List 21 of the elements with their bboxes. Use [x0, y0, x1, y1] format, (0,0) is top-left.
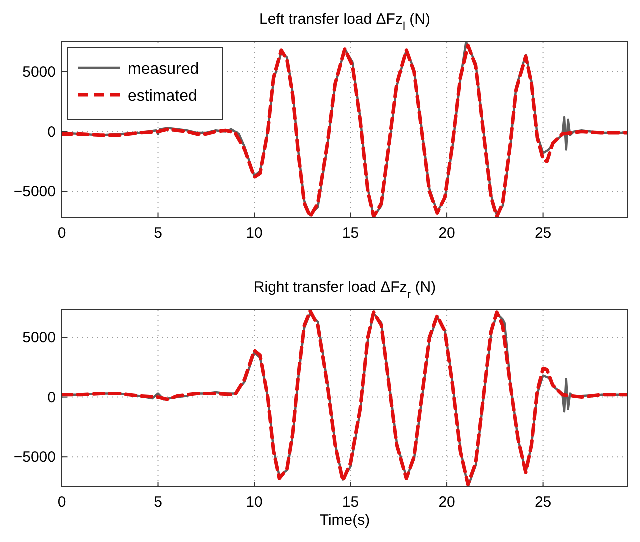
- x-axis-title: Time(s): [320, 512, 370, 529]
- x-tick-label: 25: [534, 494, 552, 511]
- legend-label: estimated: [128, 88, 198, 105]
- x-tick-label: 20: [438, 494, 456, 511]
- y-tick-label: 0: [48, 389, 56, 406]
- legend-label: measured: [128, 61, 200, 78]
- x-tick-label: 10: [246, 225, 263, 242]
- x-tick-label: 25: [534, 225, 552, 242]
- x-tick-label: 5: [154, 494, 162, 511]
- y-tick-label: −5000: [14, 449, 56, 466]
- y-tick-label: −5000: [14, 184, 56, 201]
- y-tick-label: 0: [48, 124, 56, 141]
- y-tick-label: 5000: [22, 64, 56, 81]
- y-tick-label: 5000: [22, 330, 56, 347]
- chart-title: Right transfer load ΔFz$_{r}$ (N): [254, 279, 436, 301]
- x-tick-label: 10: [246, 494, 263, 511]
- x-tick-label: 15: [342, 494, 360, 511]
- x-tick-label: 15: [342, 225, 360, 242]
- x-tick-label: 5: [154, 225, 162, 242]
- x-tick-label: 20: [438, 225, 456, 242]
- chart-title: Left transfer load ΔFz$_{l}$ (N): [260, 11, 430, 33]
